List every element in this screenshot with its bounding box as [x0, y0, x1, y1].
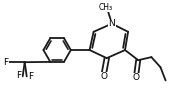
Text: CH₃: CH₃	[99, 3, 113, 12]
Text: F: F	[16, 71, 21, 80]
Text: O: O	[100, 72, 107, 81]
Text: F: F	[3, 58, 8, 67]
Text: F: F	[28, 72, 33, 81]
Text: O: O	[133, 73, 140, 82]
Text: N: N	[108, 19, 115, 28]
